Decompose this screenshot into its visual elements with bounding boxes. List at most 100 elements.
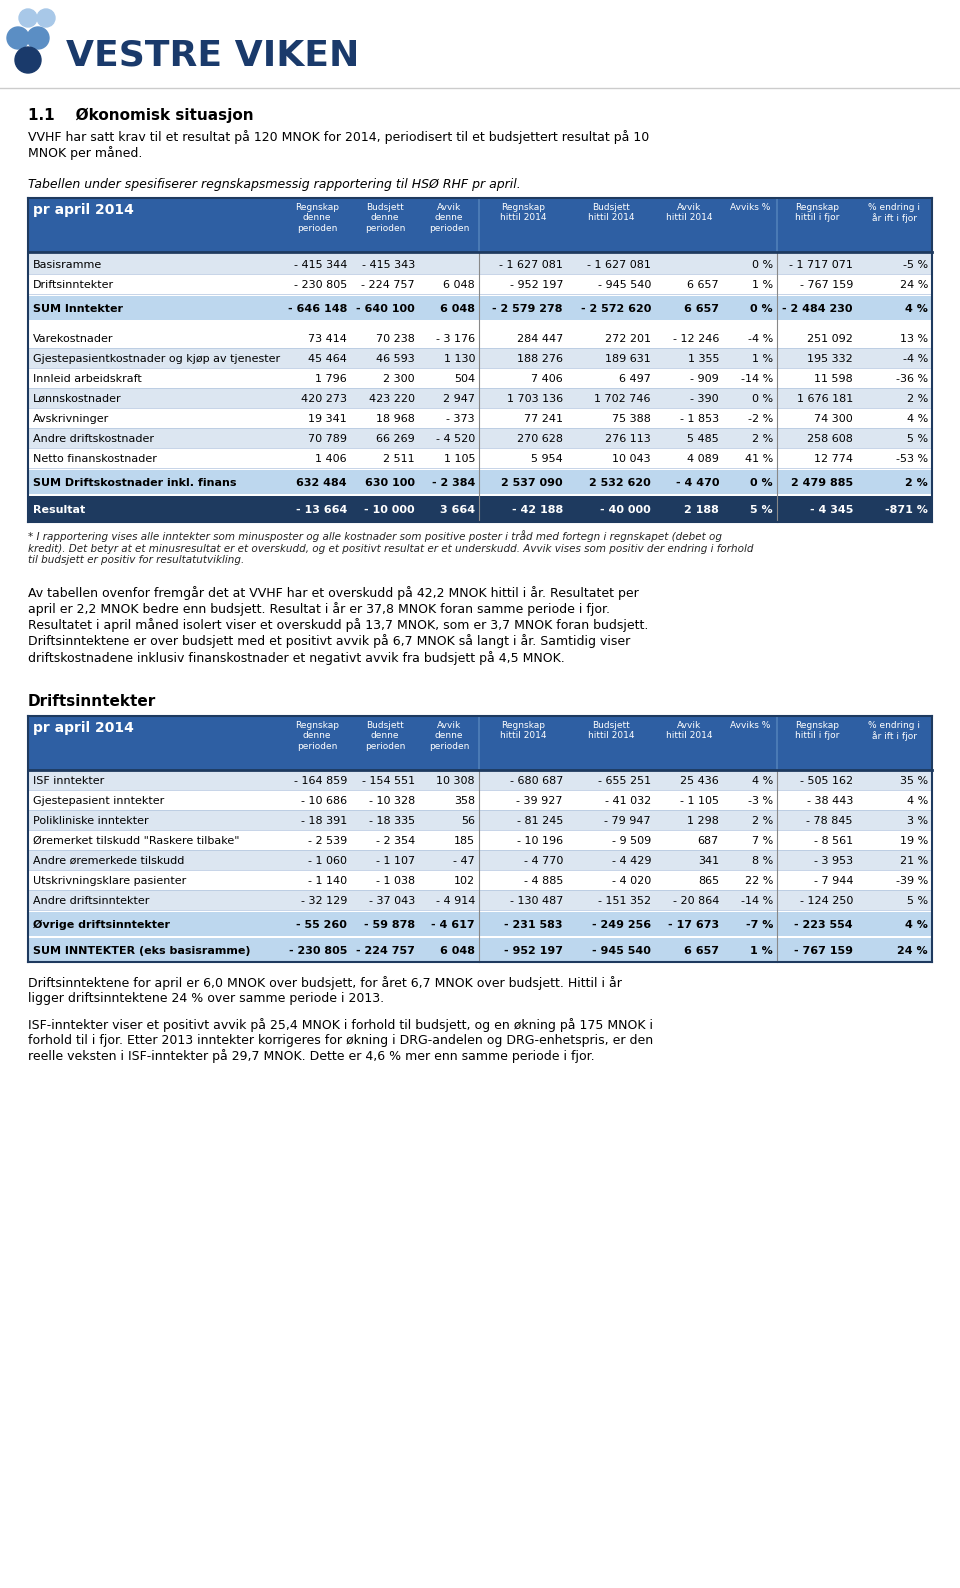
Text: 1 702 746: 1 702 746 (594, 394, 651, 403)
Text: 46 593: 46 593 (376, 354, 415, 364)
Text: 7 %: 7 % (752, 835, 773, 846)
Text: 270 628: 270 628 (517, 434, 563, 445)
Bar (28, 810, 932, 831)
Text: - 4 617: - 4 617 (431, 919, 475, 931)
Text: Øremerket tilskudd "Raskere tilbake": Øremerket tilskudd "Raskere tilbake" (33, 835, 239, 846)
Text: pr april 2014: pr april 2014 (33, 203, 133, 218)
Text: 12 774: 12 774 (814, 454, 853, 464)
Text: 1 %: 1 % (752, 354, 773, 364)
Text: - 151 352: - 151 352 (598, 896, 651, 907)
Text: - 10 196: - 10 196 (516, 835, 563, 846)
Text: 70 238: 70 238 (376, 333, 415, 345)
Text: SUM INNTEKTER (eks basisramme): SUM INNTEKTER (eks basisramme) (33, 946, 251, 956)
Text: 21 %: 21 % (900, 856, 928, 865)
Text: 2 %: 2 % (907, 394, 928, 403)
Text: Basisramme: Basisramme (33, 260, 103, 270)
Text: - 224 757: - 224 757 (361, 279, 415, 291)
Text: 341: 341 (698, 856, 719, 865)
Text: Avviks %: Avviks % (730, 721, 770, 730)
Text: 1 %: 1 % (751, 946, 773, 956)
Text: - 59 878: - 59 878 (364, 919, 415, 931)
Bar (28, 939, 932, 962)
Bar (776, 198, 778, 252)
Text: 630 100: 630 100 (365, 478, 415, 488)
Text: 5 954: 5 954 (531, 454, 563, 464)
Text: - 505 162: - 505 162 (800, 777, 853, 786)
Text: % endring i
år ift i fjor: % endring i år ift i fjor (868, 721, 920, 742)
Text: VESTRE VIKEN: VESTRE VIKEN (66, 38, 359, 71)
Text: 6 048: 6 048 (444, 279, 475, 291)
Text: 73 414: 73 414 (308, 333, 347, 345)
Text: - 17 673: - 17 673 (668, 919, 719, 931)
Text: - 3 953: - 3 953 (814, 856, 853, 865)
Text: - 4 429: - 4 429 (612, 856, 651, 865)
Text: - 655 251: - 655 251 (598, 777, 651, 786)
Text: - 37 043: - 37 043 (369, 896, 415, 907)
Text: 188 276: 188 276 (517, 354, 563, 364)
Text: - 4 345: - 4 345 (809, 505, 853, 515)
Text: ISF-inntekter viser et positivt avvik på 25,4 MNOK i forhold til budsjett, og en: ISF-inntekter viser et positivt avvik på… (28, 1018, 653, 1062)
Bar (28, 912, 932, 935)
Text: - 640 100: - 640 100 (356, 303, 415, 314)
Text: 11 598: 11 598 (814, 375, 853, 384)
Text: Tabellen under spesifiserer regnskapsmessig rapportering til HSØ RHF pr april.: Tabellen under spesifiserer regnskapsmes… (28, 178, 520, 191)
Circle shape (15, 48, 41, 73)
Text: Driftsinntekter: Driftsinntekter (28, 694, 156, 708)
Text: - 224 757: - 224 757 (356, 946, 415, 956)
Text: 1.1    Økonomisk situasjon: 1.1 Økonomisk situasjon (28, 108, 253, 124)
Text: - 3 176: - 3 176 (436, 333, 475, 345)
Text: 865: 865 (698, 877, 719, 886)
Text: - 2 579 278: - 2 579 278 (492, 303, 563, 314)
Text: Avvik
hittil 2014: Avvik hittil 2014 (665, 203, 712, 222)
Bar (28, 831, 932, 850)
Text: 4 %: 4 % (752, 777, 773, 786)
Text: 2 %: 2 % (752, 816, 773, 826)
Text: Gjestepasientkostnader og kjøp av tjenester: Gjestepasientkostnader og kjøp av tjenes… (33, 354, 280, 364)
Text: - 4 470: - 4 470 (676, 478, 719, 488)
Text: - 40 000: - 40 000 (600, 505, 651, 515)
Bar (28, 329, 932, 348)
Bar (28, 448, 932, 468)
Text: - 78 845: - 78 845 (806, 816, 853, 826)
Text: 0 %: 0 % (752, 260, 773, 270)
Text: 1 105: 1 105 (444, 454, 475, 464)
Text: - 12 246: - 12 246 (673, 333, 719, 345)
Text: VVHF har satt krav til et resultat på 120 MNOK for 2014, periodisert til et buds: VVHF har satt krav til et resultat på 12… (28, 130, 649, 160)
Text: - 32 129: - 32 129 (300, 896, 347, 907)
Bar (28, 198, 932, 252)
Text: -14 %: -14 % (741, 375, 773, 384)
Text: -39 %: -39 % (896, 877, 928, 886)
Bar (28, 870, 932, 889)
Text: Netto finanskostnader: Netto finanskostnader (33, 454, 156, 464)
Text: SUM Inntekter: SUM Inntekter (33, 303, 123, 314)
Text: 4 %: 4 % (907, 796, 928, 807)
Text: 3 664: 3 664 (440, 505, 475, 515)
Text: - 1 627 081: - 1 627 081 (499, 260, 563, 270)
Bar (28, 716, 932, 770)
Text: - 909: - 909 (690, 375, 719, 384)
Bar (28, 429, 932, 448)
Text: -5 %: -5 % (902, 260, 928, 270)
Text: 272 201: 272 201 (605, 333, 651, 345)
Text: 4 %: 4 % (907, 414, 928, 424)
Text: 276 113: 276 113 (605, 434, 651, 445)
Text: 251 092: 251 092 (807, 333, 853, 345)
Text: - 20 864: - 20 864 (673, 896, 719, 907)
Text: 56: 56 (461, 816, 475, 826)
Text: Budsjett
denne
perioden: Budsjett denne perioden (365, 721, 405, 751)
Text: 24 %: 24 % (900, 279, 928, 291)
Text: 1 676 181: 1 676 181 (797, 394, 853, 403)
Text: 2 511: 2 511 (383, 454, 415, 464)
Bar (28, 387, 932, 408)
Text: Øvrige driftsinntekter: Øvrige driftsinntekter (33, 919, 170, 931)
Text: - 18 335: - 18 335 (369, 816, 415, 826)
Text: - 223 554: - 223 554 (794, 919, 853, 931)
Text: - 415 343: - 415 343 (362, 260, 415, 270)
Text: 66 269: 66 269 (376, 434, 415, 445)
Text: -7 %: -7 % (746, 919, 773, 931)
Text: - 55 260: - 55 260 (296, 919, 347, 931)
Text: -871 %: -871 % (885, 505, 928, 515)
Text: 5 %: 5 % (907, 434, 928, 445)
Text: - 2 484 230: - 2 484 230 (782, 303, 853, 314)
Text: - 2 384: - 2 384 (432, 478, 475, 488)
